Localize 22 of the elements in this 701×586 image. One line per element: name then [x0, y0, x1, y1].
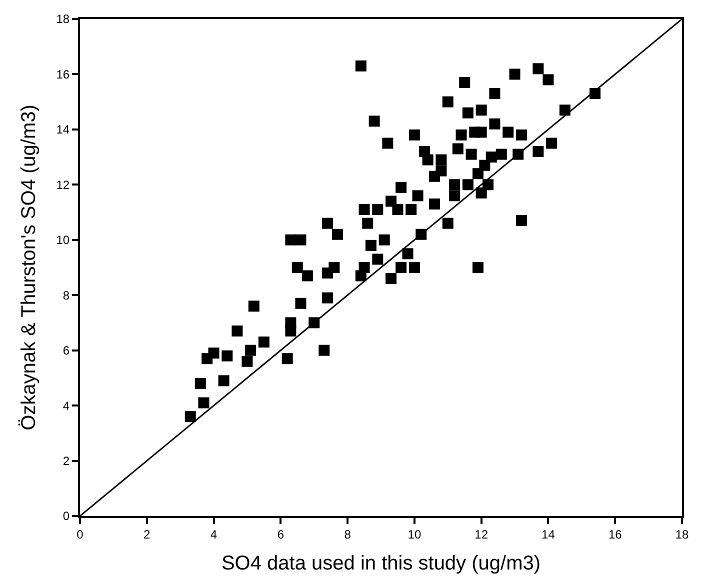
x-axis-title: SO4 data used in this study (ug/m3) — [221, 552, 541, 574]
x-tick-label: 16 — [608, 527, 622, 542]
x-tick-label: 10 — [408, 527, 422, 542]
y-axis-title: Özkaynak & Thurston's SO4 (ug/m3) — [18, 104, 40, 430]
y-tick-label: 2 — [62, 454, 70, 468]
x-tick-label: 2 — [144, 527, 151, 542]
x-tick-label: 0 — [76, 527, 84, 542]
y-tick-label: 8 — [62, 288, 70, 302]
x-tick-label: 14 — [542, 527, 556, 542]
y-tick-label: 6 — [62, 344, 70, 358]
y-tick-label: 16 — [56, 67, 70, 82]
y-tick-label: 10 — [56, 233, 70, 248]
x-tick-label: 8 — [344, 527, 352, 542]
y-tick-label: 14 — [56, 122, 70, 137]
x-tick-label: 6 — [277, 527, 284, 542]
y-tick-label: 18 — [56, 12, 70, 26]
x-tick-label: 12 — [474, 527, 488, 542]
y-tick-label: 12 — [56, 178, 70, 192]
x-tick-label: 18 — [675, 527, 689, 542]
x-tick-label: 4 — [210, 527, 218, 542]
y-tick-label: 0 — [62, 509, 70, 524]
y-tick-label: 4 — [62, 398, 70, 413]
